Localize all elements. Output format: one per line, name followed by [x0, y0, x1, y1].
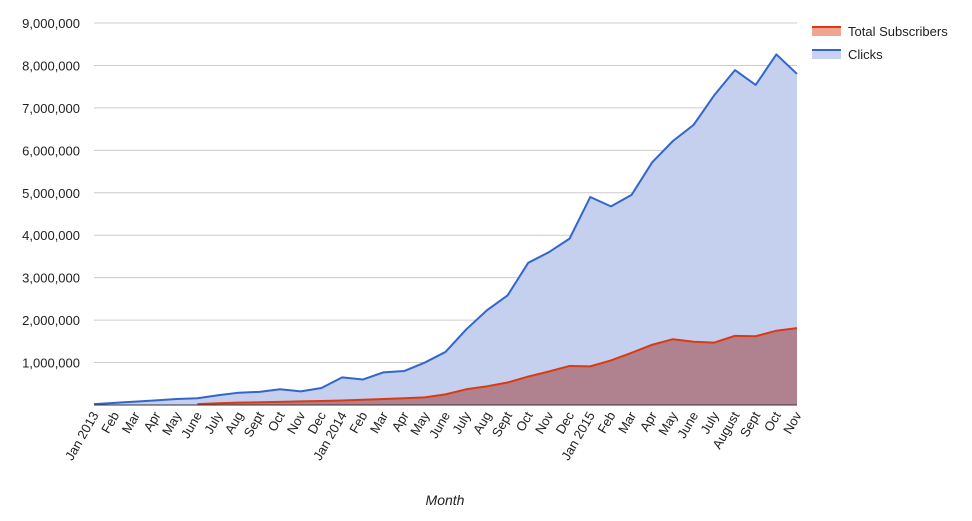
y-tick-label: 2,000,000 — [22, 313, 80, 328]
y-tick-label: 7,000,000 — [22, 101, 80, 116]
total-subscribers-legend-swatch — [812, 27, 841, 36]
legend: Total Subscribers Clicks — [812, 24, 948, 62]
x-tick-label: Feb — [594, 409, 618, 436]
y-tick-label: 3,000,000 — [22, 271, 80, 286]
y-tick-label: 4,000,000 — [22, 228, 80, 243]
x-tick-label: Mar — [367, 408, 392, 435]
x-tick-label: June — [674, 409, 701, 441]
clicks-legend-label: Clicks — [848, 47, 883, 62]
clicks-legend-swatch — [812, 50, 841, 59]
x-tick-label: Mar — [119, 408, 144, 435]
x-tick-label: Mar — [615, 408, 640, 435]
x-tick-label: Feb — [346, 409, 370, 436]
y-tick-label: 1,000,000 — [22, 356, 80, 371]
series-lines — [93, 53, 798, 406]
total-subscribers-line — [197, 327, 798, 406]
total-subscribers-legend-label: Total Subscribers — [848, 24, 948, 39]
x-tick-label: June — [426, 409, 453, 441]
x-tick-label: July — [201, 409, 226, 437]
y-tick-label: 8,000,000 — [22, 58, 80, 73]
x-axis-tick-labels: Jan 2013FebMarAprMayJuneJulyAugSeptOctNo… — [62, 408, 805, 462]
x-tick-label: June — [178, 409, 205, 441]
y-tick-label: 9,000,000 — [22, 16, 80, 31]
x-tick-label: Nov — [284, 409, 309, 437]
y-tick-label: 6,000,000 — [22, 143, 80, 158]
x-tick-label: Feb — [98, 409, 122, 436]
x-tick-label: Sept — [489, 409, 516, 440]
x-axis-title: Month — [426, 492, 465, 508]
x-tick-label: July — [449, 409, 474, 437]
y-axis-tick-labels: 1,000,000 2,000,000 3,000,000 4,000,000 5,00… — [22, 16, 80, 371]
x-tick-label: Sept — [737, 409, 764, 440]
gridlines — [94, 22, 797, 364]
x-tick-label: Nov — [780, 409, 805, 437]
x-tick-label: Sept — [241, 409, 268, 440]
clicks-area — [94, 54, 797, 405]
x-tick-label: Jan 2013 — [62, 409, 102, 463]
clicks-line — [93, 53, 798, 406]
y-tick-label: 5,000,000 — [22, 186, 80, 201]
x-tick-label: Nov — [532, 409, 557, 437]
